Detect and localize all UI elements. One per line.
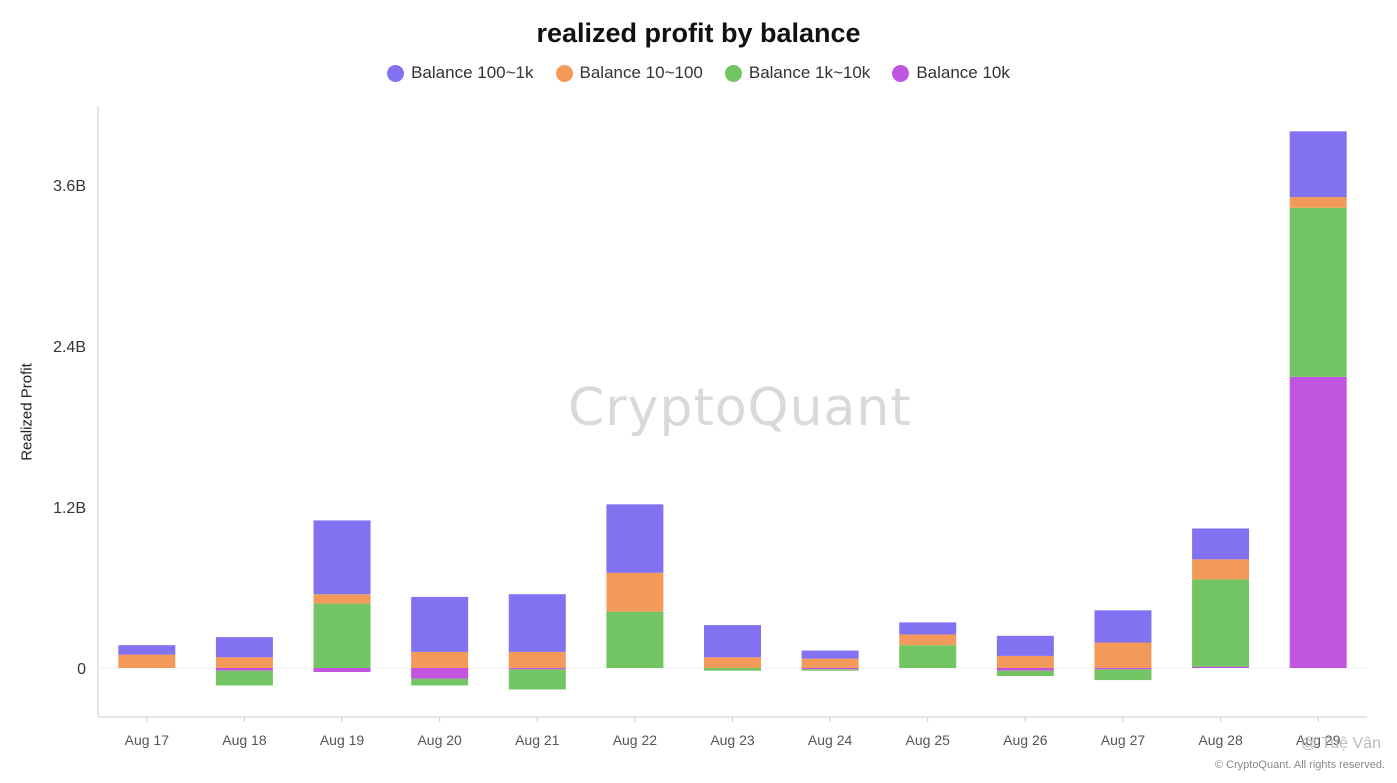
bar-segment-balance-10k[interactable]: [996, 668, 1054, 671]
legend-label: Balance 100~1k: [411, 63, 534, 82]
bar-segment-balance-10-100[interactable]: [411, 651, 469, 668]
bar-segment-balance-10-100[interactable]: [508, 651, 566, 668]
legend-swatch: [387, 64, 405, 82]
legend-item-balance-100-1k[interactable]: Balance 100~1k: [387, 63, 534, 83]
x-tick-label: Aug 19: [320, 732, 365, 748]
legend-item-balance-10-100[interactable]: Balance 10~100: [555, 63, 703, 83]
bar-segment-balance-10k[interactable]: [411, 668, 469, 679]
bar-segment-balance-10k[interactable]: [215, 668, 273, 671]
legend-label: Balance 1k~10k: [748, 63, 871, 82]
bar-segment-balance-10k[interactable]: [313, 668, 371, 673]
chart-title: realized profit by balance: [536, 18, 861, 48]
x-tick-label: Aug 23: [710, 732, 755, 748]
bar-segment-balance-10k[interactable]: [508, 668, 566, 670]
bar-segment-balance-100-1k[interactable]: [899, 622, 957, 635]
legend-label: Balance 10~100: [579, 63, 703, 82]
bar-segment-balance-1k-10k[interactable]: [1094, 669, 1152, 681]
bar-segment-balance-100-1k[interactable]: [411, 596, 469, 652]
bar-segment-balance-100-1k[interactable]: [1192, 528, 1250, 560]
bar-segment-balance-10-100[interactable]: [801, 658, 859, 668]
x-tick-label: Aug 22: [613, 732, 658, 748]
bar-segment-balance-10-100[interactable]: [1289, 197, 1347, 208]
x-tick-label: Aug 24: [808, 732, 853, 748]
bar-segment-balance-10-100[interactable]: [899, 634, 957, 646]
x-tick-label: Aug 17: [125, 732, 170, 748]
x-tick-label: Aug 27: [1101, 732, 1146, 748]
legend-swatch: [724, 64, 742, 82]
x-tick-label: Aug 20: [417, 732, 462, 748]
y-tick-label: 0: [77, 661, 86, 678]
bar-segment-balance-10k[interactable]: [1094, 668, 1152, 670]
bar-segment-balance-1k-10k[interactable]: [801, 669, 859, 671]
legend-item-balance-10k[interactable]: Balance 10k: [892, 63, 1010, 83]
bar-segment-balance-1k-10k[interactable]: [606, 611, 664, 668]
bar-segment-balance-10k[interactable]: [801, 668, 859, 670]
bar-segment-balance-10k[interactable]: [1192, 666, 1250, 668]
legend-swatch: [555, 64, 573, 82]
x-tick-label: Aug 26: [1003, 732, 1048, 748]
bar-segment-balance-10-100[interactable]: [1094, 642, 1152, 668]
bar-segment-balance-1k-10k[interactable]: [899, 645, 957, 668]
bar-segment-balance-1k-10k[interactable]: [1289, 207, 1347, 377]
bar-segment-balance-10-100[interactable]: [118, 654, 176, 668]
bar-segment-balance-100-1k[interactable]: [508, 594, 566, 652]
bar-segment-balance-10-100[interactable]: [313, 594, 371, 604]
y-tick-label: 3.6B: [53, 178, 86, 195]
bar-segment-balance-1k-10k[interactable]: [215, 670, 273, 686]
author-signature: @ Tuệ Vân: [1300, 735, 1381, 752]
bar-segment-balance-10-100[interactable]: [704, 657, 761, 668]
bar-segment-balance-100-1k[interactable]: [704, 625, 761, 658]
bar-segment-balance-100-1k[interactable]: [996, 635, 1054, 656]
bar-segment-balance-100-1k[interactable]: [1094, 610, 1152, 643]
bar-segment-balance-1k-10k[interactable]: [313, 603, 371, 668]
x-tick-label: Aug 21: [515, 732, 560, 748]
bar-segment-balance-10-100[interactable]: [606, 572, 664, 612]
bar-segment-balance-100-1k[interactable]: [606, 504, 664, 573]
bar-segment-balance-10-100[interactable]: [996, 655, 1054, 668]
bar-segment-balance-10k[interactable]: [1289, 376, 1347, 668]
chart-legend: Balance 100~1k Balance 10~100 Balance 1k…: [0, 63, 1397, 83]
bar-segment-balance-1k-10k[interactable]: [411, 678, 469, 686]
y-tick-label: 1.2B: [53, 500, 86, 517]
bar-segment-balance-100-1k[interactable]: [801, 650, 859, 659]
bar-segment-balance-1k-10k[interactable]: [508, 669, 566, 690]
bar-segment-balance-1k-10k[interactable]: [1192, 579, 1250, 667]
bar-segment-balance-10-100[interactable]: [1192, 559, 1250, 580]
x-tick-label: Aug 28: [1198, 732, 1243, 748]
bar-segment-balance-100-1k[interactable]: [313, 520, 371, 595]
bar-segment-balance-10-100[interactable]: [215, 657, 273, 668]
x-tick-label: Aug 18: [222, 732, 267, 748]
y-tick-label: 2.4B: [53, 339, 86, 356]
bar-segment-balance-100-1k[interactable]: [1289, 131, 1347, 198]
legend-item-balance-1k-10k[interactable]: Balance 1k~10k: [724, 63, 871, 83]
bar-segment-balance-100-1k[interactable]: [215, 637, 273, 658]
bar-segment-balance-1k-10k[interactable]: [704, 668, 761, 671]
legend-swatch: [892, 64, 910, 82]
bar-segment-balance-100-1k[interactable]: [118, 645, 176, 655]
watermark-logo: CryptoQuant: [568, 378, 912, 438]
x-tick-label: Aug 29: [1296, 732, 1341, 748]
copyright-notice: © CryptoQuant. All rights reserved.: [1214, 759, 1385, 771]
bar-segment-balance-1k-10k[interactable]: [996, 670, 1054, 677]
legend-label: Balance 10k: [916, 63, 1010, 82]
x-tick-label: Aug 25: [906, 732, 951, 748]
